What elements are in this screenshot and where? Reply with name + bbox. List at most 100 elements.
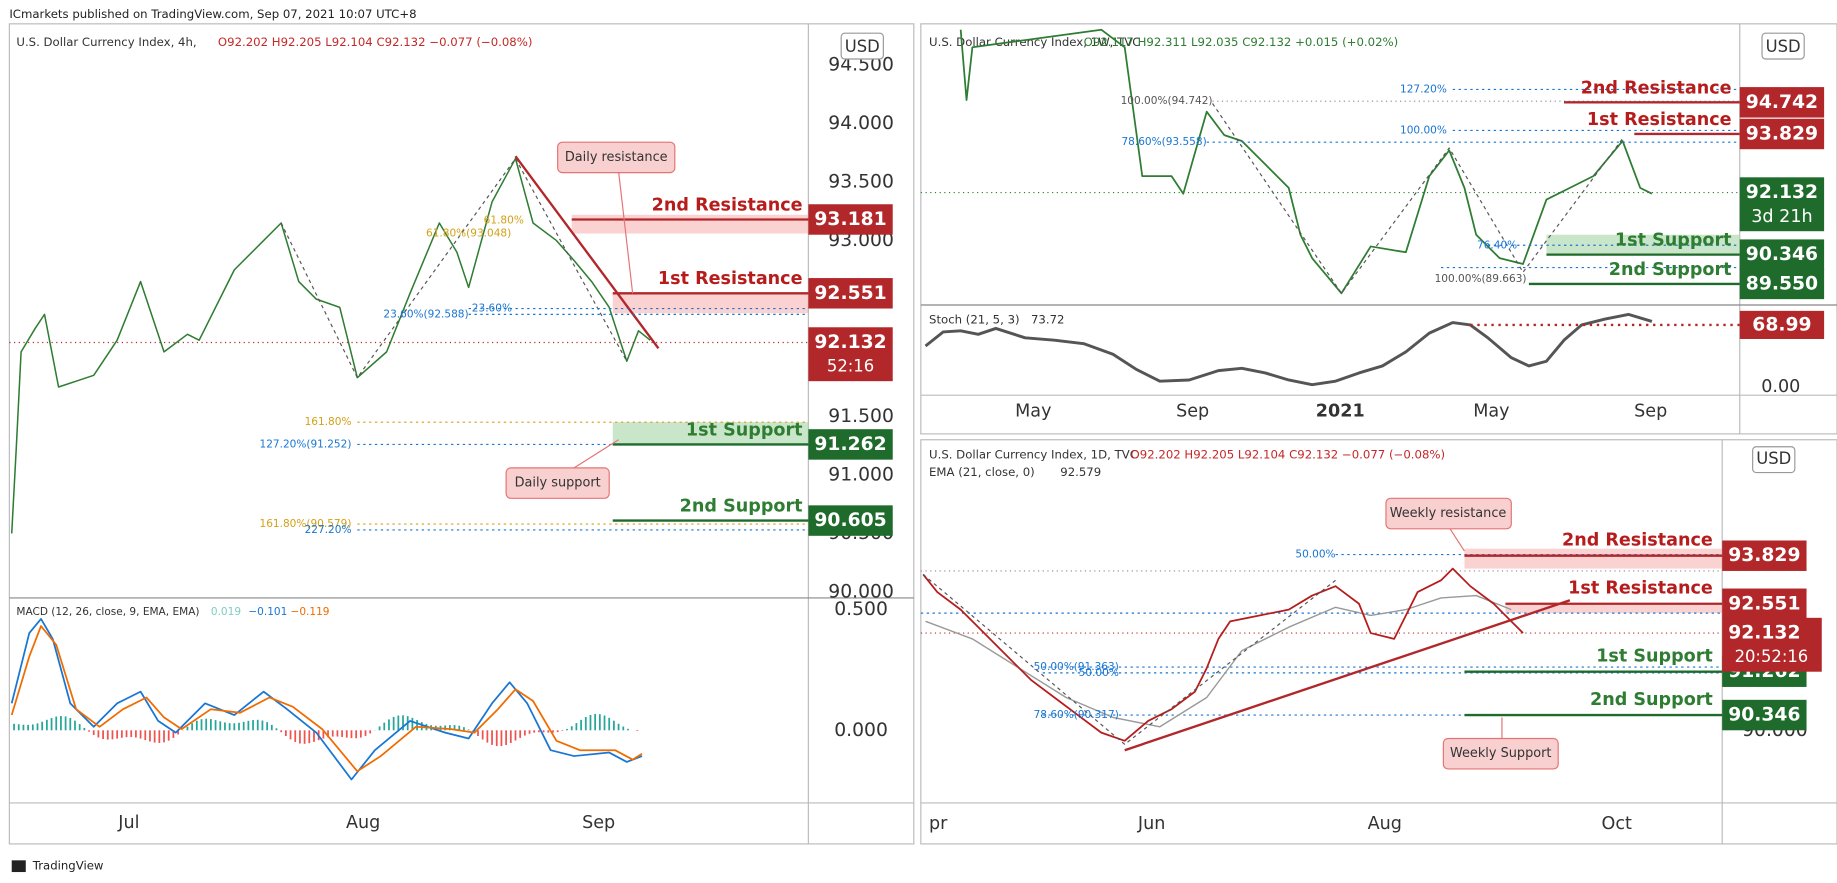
indicator-title: MACD (12, 26, close, 9, EMA, EMA) [16, 606, 199, 618]
level-box [808, 429, 893, 460]
level-box [808, 505, 893, 536]
time-label: pr [929, 814, 948, 834]
zone [612, 293, 809, 314]
zigzag [922, 574, 1336, 745]
zone [1464, 548, 1723, 569]
indicator-axis: 0.000 [834, 720, 888, 741]
indicator-axis: 0.00 [1761, 377, 1800, 397]
macd-line [10, 618, 643, 781]
panel-border [920, 23, 1837, 435]
price-label: 90.000 [828, 582, 894, 603]
last-box [808, 327, 893, 382]
fib-label: 100.00%(94.742) [1121, 95, 1213, 107]
stoch-line [924, 312, 1653, 387]
level-box [808, 204, 893, 235]
annotation-box [1385, 497, 1512, 530]
last-price: 92.132 [1728, 623, 1800, 644]
fib-label: 61.80%(93.048) [426, 228, 511, 240]
publisher: ICmarkets published on TradingView.com, … [9, 7, 416, 21]
time-label: May [1015, 402, 1051, 422]
time-label: Sep [582, 813, 615, 833]
currency-box [840, 32, 884, 60]
ema-value: 92.579 [1060, 465, 1101, 479]
price-path [922, 567, 1524, 742]
ohlc: O92.202 H92.205 L92.104 C92.132 −0.077 (… [1131, 447, 1446, 461]
price-label: 94.500 [828, 54, 894, 75]
ema-line [925, 594, 1512, 728]
price-path [959, 28, 1653, 295]
level-box [808, 278, 893, 309]
time-label: May [1473, 402, 1509, 422]
level-price: 90.605 [814, 510, 886, 531]
fib-label: 161.80% [305, 416, 352, 428]
level-box [1739, 118, 1825, 150]
indicator-value: 73.72 [1031, 313, 1065, 327]
fib-label: 78.60%(90.317) [1034, 709, 1119, 721]
zone [1505, 603, 1723, 614]
fib-label: 78.60%(93.558) [1121, 136, 1206, 148]
currency-box [1761, 32, 1805, 60]
level-price: 90.346 [1728, 705, 1800, 726]
fib-label: 127.20%(91.252) [260, 438, 352, 450]
annotation-box [557, 141, 676, 174]
level-label: 1st Support [686, 420, 803, 440]
callout [1448, 527, 1465, 552]
level-box [1739, 310, 1825, 339]
currency: USD [1756, 449, 1791, 468]
annotation: Weekly Support [1450, 746, 1551, 761]
price-label: 91.500 [828, 406, 894, 427]
currency: USD [1766, 37, 1801, 56]
time-label: Sep [1634, 402, 1667, 422]
last-price: 92.132 [814, 332, 886, 353]
level-label: 1st Resistance [1587, 110, 1732, 130]
last-price: 92.132 [1746, 182, 1818, 203]
panel-border [920, 439, 1837, 845]
last-box [1722, 617, 1822, 672]
level-box [1739, 87, 1825, 118]
fib-label: 23.60%(92.588) [383, 308, 468, 320]
fib-label: 76.40% [1477, 239, 1517, 251]
time-label: Oct [1602, 814, 1632, 834]
callout [617, 171, 634, 294]
fib-label: 50.00% [1079, 667, 1119, 679]
zone [1546, 234, 1740, 255]
zone [571, 214, 809, 234]
level-price: 93.829 [1746, 123, 1818, 144]
logo [11, 860, 26, 873]
indicator-value: −0.119 [291, 606, 330, 618]
fib-label: 50.00% [1295, 549, 1335, 561]
time-label: Sep [1176, 402, 1209, 422]
level-label: 2nd Resistance [1581, 78, 1732, 98]
level-price: 92.551 [814, 283, 886, 304]
indicator-value: 0.019 [211, 606, 241, 618]
level-price: 89.550 [1746, 273, 1818, 294]
price-label: 93.500 [828, 172, 894, 193]
time-label: Aug [346, 813, 380, 833]
level-box [1739, 268, 1825, 300]
annotation: Daily support [515, 476, 601, 491]
zigzag [1212, 103, 1624, 294]
indicator-title: Stoch (21, 5, 3) [929, 313, 1020, 327]
level-price: 68.99 [1752, 314, 1811, 335]
currency-box [1752, 446, 1796, 474]
level-label: 2nd Support [680, 497, 803, 517]
time-label: 2021 [1316, 402, 1365, 422]
level-price: 90.346 [1746, 244, 1818, 265]
ohlc: O92.117 H92.311 L92.035 C92.132 +0.015 (… [1084, 35, 1399, 49]
time-label: Jun [1137, 814, 1165, 834]
trend-line [514, 155, 660, 350]
price-label: 93.000 [828, 230, 894, 251]
level-price: 93.829 [1728, 545, 1800, 566]
level-label: 2nd Support [1609, 260, 1732, 280]
annotation-box [505, 467, 610, 499]
countdown: 3d 21h [1751, 207, 1812, 227]
level-price: 91.262 [814, 434, 886, 455]
zigzag [280, 157, 628, 379]
trend-line [1124, 599, 1571, 752]
fib-label: 161.80%(90.579) [260, 518, 352, 530]
panel-border [8, 23, 915, 845]
level-label: 2nd Resistance [1562, 530, 1713, 550]
signal-line [10, 625, 643, 773]
zone [612, 422, 809, 445]
